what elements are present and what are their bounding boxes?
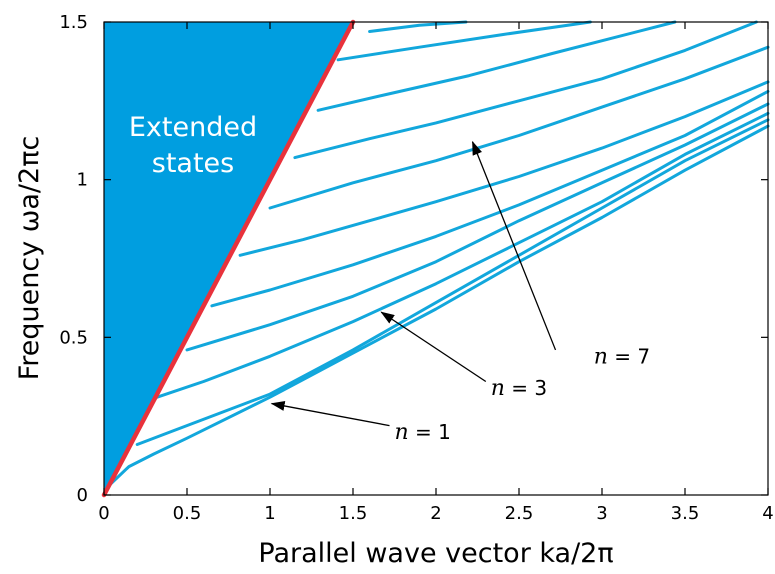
- y-axis-label: Frequency ωa/2πc: [14, 136, 45, 381]
- x-axis-label: Parallel wave vector ka/2π: [258, 538, 613, 569]
- annotation-arrow-1: [270, 401, 390, 427]
- annotation-arrow-3: [471, 140, 557, 351]
- x-tick-label: 4: [762, 503, 773, 524]
- band-line-1: [107, 124, 770, 487]
- x-tick-label: 0: [98, 503, 109, 524]
- band-line-4: [185, 102, 770, 352]
- annotation-label-2: n = 3: [491, 376, 547, 401]
- band-line-10: [336, 20, 592, 62]
- band-line-5: [210, 89, 770, 308]
- x-tick-label: 1: [264, 503, 275, 524]
- plot-area: Extended states n = 1 n = 3 n = 7: [101, 19, 770, 498]
- y-tick-label: 0.5: [59, 327, 88, 348]
- light-line: [101, 19, 356, 498]
- x-tick-label: 2.5: [505, 503, 534, 524]
- y-tick-label: 1.5: [59, 12, 88, 33]
- region-label-line2: states: [152, 148, 234, 179]
- x-tick-label: 3.5: [671, 503, 700, 524]
- band-line-6: [238, 80, 770, 257]
- axis-ticks: 0 0.5 1 1.5 2 2.5 3 3.5 4 0 0.5 1 1.5: [59, 12, 773, 524]
- x-tick-label: 3: [596, 503, 607, 524]
- annotation-arrow-2: [380, 311, 487, 383]
- y-tick-label: 0: [77, 485, 88, 506]
- y-tick-label: 1: [77, 170, 88, 191]
- annotation-label-1: n = 1: [395, 420, 451, 445]
- x-tick-label: 1.5: [339, 503, 368, 524]
- band-line-8: [293, 20, 758, 160]
- annotation-label-3: n = 7: [594, 344, 650, 369]
- region-label-line1: Extended: [129, 112, 257, 143]
- band-line-2: [135, 118, 770, 446]
- band-line-3: [155, 111, 770, 399]
- x-tick-label: 0.5: [173, 503, 202, 524]
- band-line-11: [368, 20, 468, 33]
- x-tick-label: 2: [430, 503, 441, 524]
- band-line-9: [316, 20, 677, 112]
- band-line-7: [268, 45, 770, 210]
